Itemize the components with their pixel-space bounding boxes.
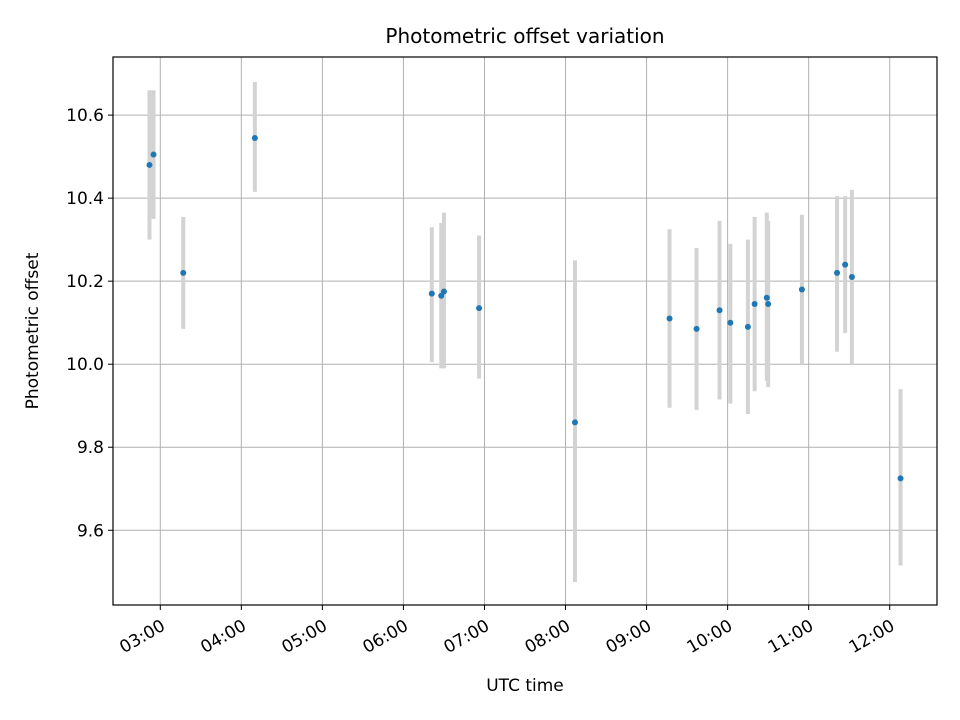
plot-frame — [112, 56, 938, 606]
y-tick-label: 10.4 — [66, 189, 104, 209]
grid-lines — [113, 57, 937, 605]
data-point — [428, 290, 435, 297]
data-point — [476, 305, 483, 312]
data-point — [727, 319, 734, 326]
data-point — [571, 419, 578, 426]
data-point — [763, 294, 770, 301]
chart-title: Photometric offset variation — [385, 24, 664, 48]
data-point — [666, 315, 673, 322]
x-axis-label: UTC time — [486, 676, 564, 696]
data-point — [180, 269, 187, 276]
y-tick-label: 9.8 — [77, 438, 104, 458]
data-point — [150, 151, 157, 158]
data-points — [146, 134, 904, 482]
data-point — [146, 161, 153, 168]
data-point — [440, 288, 447, 295]
data-point — [765, 301, 772, 308]
y-tick-label: 10.2 — [66, 272, 104, 292]
data-point — [897, 475, 904, 482]
y-tick-label: 10.6 — [66, 106, 104, 126]
y-axis-ticks: 9.6 9.8 10.0 10.2 10.4 10.6 — [66, 106, 113, 541]
y-tick-label: 9.6 — [77, 521, 104, 541]
data-point — [834, 269, 841, 276]
y-axis-label: Photometric offset — [23, 252, 43, 409]
data-point — [751, 301, 758, 308]
y-tick-label: 10.0 — [66, 355, 104, 375]
data-point — [716, 307, 723, 314]
data-point — [744, 323, 751, 330]
data-point — [251, 134, 258, 141]
data-point — [693, 325, 700, 332]
data-point — [848, 274, 855, 281]
data-point — [842, 261, 849, 268]
data-point — [798, 286, 805, 293]
